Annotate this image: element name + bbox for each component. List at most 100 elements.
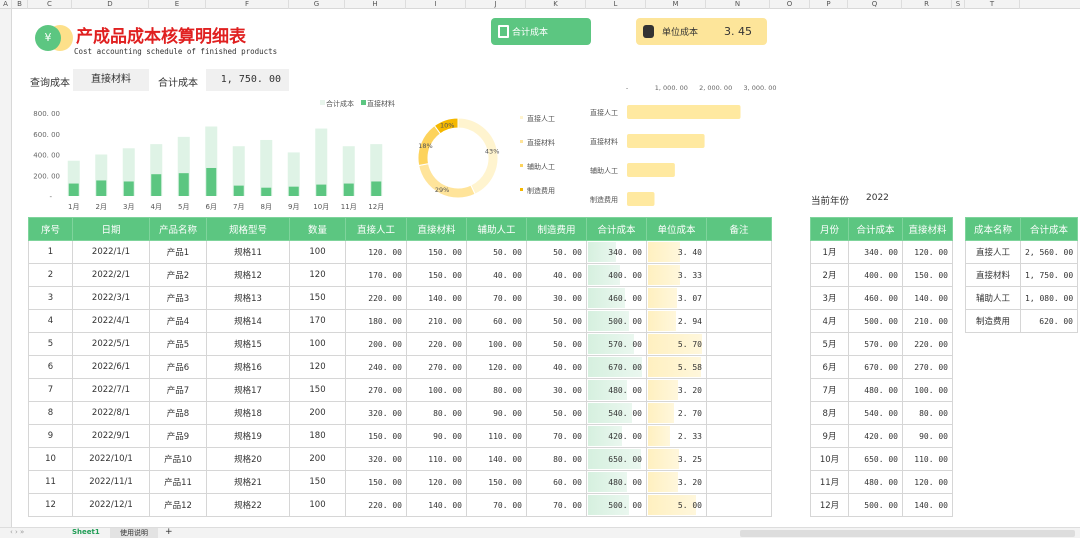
table-cell[interactable] <box>706 447 772 471</box>
table-cell[interactable]: 460. 00 <box>586 286 647 310</box>
table-cell[interactable]: 2 <box>28 263 73 287</box>
table-cell[interactable]: 220. 00 <box>406 332 467 356</box>
table-cell[interactable]: 170. 00 <box>345 263 407 287</box>
table-cell[interactable]: 670. 00 <box>586 355 647 379</box>
column-header[interactable]: 辅助人工 <box>466 217 527 241</box>
table-cell[interactable] <box>706 378 772 402</box>
table-cell[interactable]: 140. 00 <box>406 493 467 517</box>
tab-instructions[interactable]: 使用说明 <box>110 528 158 538</box>
table-cell[interactable]: 7月 <box>810 378 849 402</box>
column-header[interactable]: E <box>149 0 206 9</box>
table-cell[interactable]: 规格16 <box>206 355 290 379</box>
table-cell[interactable]: 5. 70 <box>646 332 707 356</box>
table-cell[interactable]: 200 <box>289 401 346 425</box>
column-header[interactable]: 序号 <box>28 217 73 241</box>
table-cell[interactable]: 500. 00 <box>848 309 903 333</box>
table-cell[interactable]: 650. 00 <box>848 447 903 471</box>
table-cell[interactable]: 3. 40 <box>646 240 707 264</box>
table-cell[interactable]: 200 <box>289 447 346 471</box>
table-cell[interactable]: 直接人工 <box>965 240 1021 264</box>
table-cell[interactable]: 5. 00 <box>646 493 707 517</box>
table-cell[interactable]: 2022/9/1 <box>72 424 150 448</box>
column-header[interactable]: C <box>28 0 72 9</box>
table-cell[interactable]: 产品10 <box>149 447 207 471</box>
table-cell[interactable] <box>706 493 772 517</box>
table-cell[interactable]: 40. 00 <box>466 263 527 287</box>
table-cell[interactable]: 2022/8/1 <box>72 401 150 425</box>
table-cell[interactable]: 40. 00 <box>526 263 587 287</box>
table-cell[interactable]: 规格19 <box>206 424 290 448</box>
table-cell[interactable]: 80. 00 <box>526 447 587 471</box>
table-cell[interactable]: 直接材料 <box>965 263 1021 287</box>
table-cell[interactable]: 220. 00 <box>345 286 407 310</box>
table-cell[interactable] <box>706 355 772 379</box>
table-cell[interactable]: 2, 560. 00 <box>1020 240 1078 264</box>
table-cell[interactable]: 2022/7/1 <box>72 378 150 402</box>
table-cell[interactable]: 210. 00 <box>406 309 467 333</box>
table-cell[interactable]: 5 <box>28 332 73 356</box>
table-cell[interactable]: 2. 70 <box>646 401 707 425</box>
table-cell[interactable]: 30. 00 <box>526 378 587 402</box>
table-cell[interactable]: 2. 94 <box>646 309 707 333</box>
table-cell[interactable]: 420. 00 <box>848 424 903 448</box>
table-cell[interactable]: 产品9 <box>149 424 207 448</box>
table-cell[interactable] <box>706 263 772 287</box>
horizontal-scrollbar[interactable] <box>740 530 1075 537</box>
table-cell[interactable]: 产品6 <box>149 355 207 379</box>
column-header[interactable]: 直接人工 <box>345 217 407 241</box>
column-header[interactable]: P <box>810 0 848 9</box>
table-cell[interactable]: 3. 25 <box>646 447 707 471</box>
table-cell[interactable]: 3. 20 <box>646 378 707 402</box>
table-cell[interactable]: 500. 00 <box>848 493 903 517</box>
table-cell[interactable]: 12月 <box>810 493 849 517</box>
table-cell[interactable]: 400. 00 <box>586 263 647 287</box>
table-cell[interactable]: 产品12 <box>149 493 207 517</box>
table-cell[interactable]: 320. 00 <box>345 401 407 425</box>
table-cell[interactable]: 120. 00 <box>466 355 527 379</box>
column-header[interactable]: 合计成本 <box>848 217 903 241</box>
table-cell[interactable]: 10月 <box>810 447 849 471</box>
table-cell[interactable]: 产品7 <box>149 378 207 402</box>
table-cell[interactable]: 3月 <box>810 286 849 310</box>
table-cell[interactable]: 2022/5/1 <box>72 332 150 356</box>
table-cell[interactable]: 1, 080. 00 <box>1020 286 1078 310</box>
table-cell[interactable]: 2022/10/1 <box>72 447 150 471</box>
table-cell[interactable]: 9月 <box>810 424 849 448</box>
table-cell[interactable]: 180 <box>289 424 346 448</box>
column-header[interactable]: 制造费用 <box>526 217 587 241</box>
table-cell[interactable]: 制造费用 <box>965 309 1021 333</box>
table-cell[interactable]: 1 <box>28 240 73 264</box>
table-cell[interactable]: 210. 00 <box>902 309 953 333</box>
column-header[interactable]: 月份 <box>810 217 849 241</box>
table-cell[interactable]: 2022/4/1 <box>72 309 150 333</box>
column-header[interactable]: 日期 <box>72 217 150 241</box>
table-cell[interactable]: 3. 20 <box>646 470 707 494</box>
table-cell[interactable]: 7 <box>28 378 73 402</box>
table-cell[interactable]: 110. 00 <box>406 447 467 471</box>
table-cell[interactable]: 420. 00 <box>586 424 647 448</box>
column-header[interactable]: I <box>406 0 466 9</box>
table-cell[interactable]: 140. 00 <box>466 447 527 471</box>
table-cell[interactable]: 50. 00 <box>526 309 587 333</box>
table-cell[interactable]: 辅助人工 <box>965 286 1021 310</box>
table-cell[interactable]: 110. 00 <box>902 447 953 471</box>
column-header[interactable]: H <box>345 0 406 9</box>
table-cell[interactable]: 670. 00 <box>848 355 903 379</box>
table-cell[interactable]: 150. 00 <box>345 470 407 494</box>
table-cell[interactable]: 2022/1/1 <box>72 240 150 264</box>
table-cell[interactable]: 80. 00 <box>406 401 467 425</box>
table-cell[interactable]: 50. 00 <box>526 332 587 356</box>
table-cell[interactable] <box>706 424 772 448</box>
table-cell[interactable]: 270. 00 <box>406 355 467 379</box>
table-cell[interactable]: 540. 00 <box>586 401 647 425</box>
table-cell[interactable]: 70. 00 <box>466 286 527 310</box>
table-cell[interactable]: 产品8 <box>149 401 207 425</box>
table-cell[interactable]: 1月 <box>810 240 849 264</box>
column-header[interactable]: G <box>289 0 345 9</box>
table-cell[interactable]: 2月 <box>810 263 849 287</box>
query-select[interactable]: 直接材料 <box>73 69 149 91</box>
table-cell[interactable]: 500. 00 <box>586 493 647 517</box>
table-cell[interactable]: 200. 00 <box>345 332 407 356</box>
table-cell[interactable]: 100. 00 <box>406 378 467 402</box>
table-cell[interactable]: 60. 00 <box>526 470 587 494</box>
